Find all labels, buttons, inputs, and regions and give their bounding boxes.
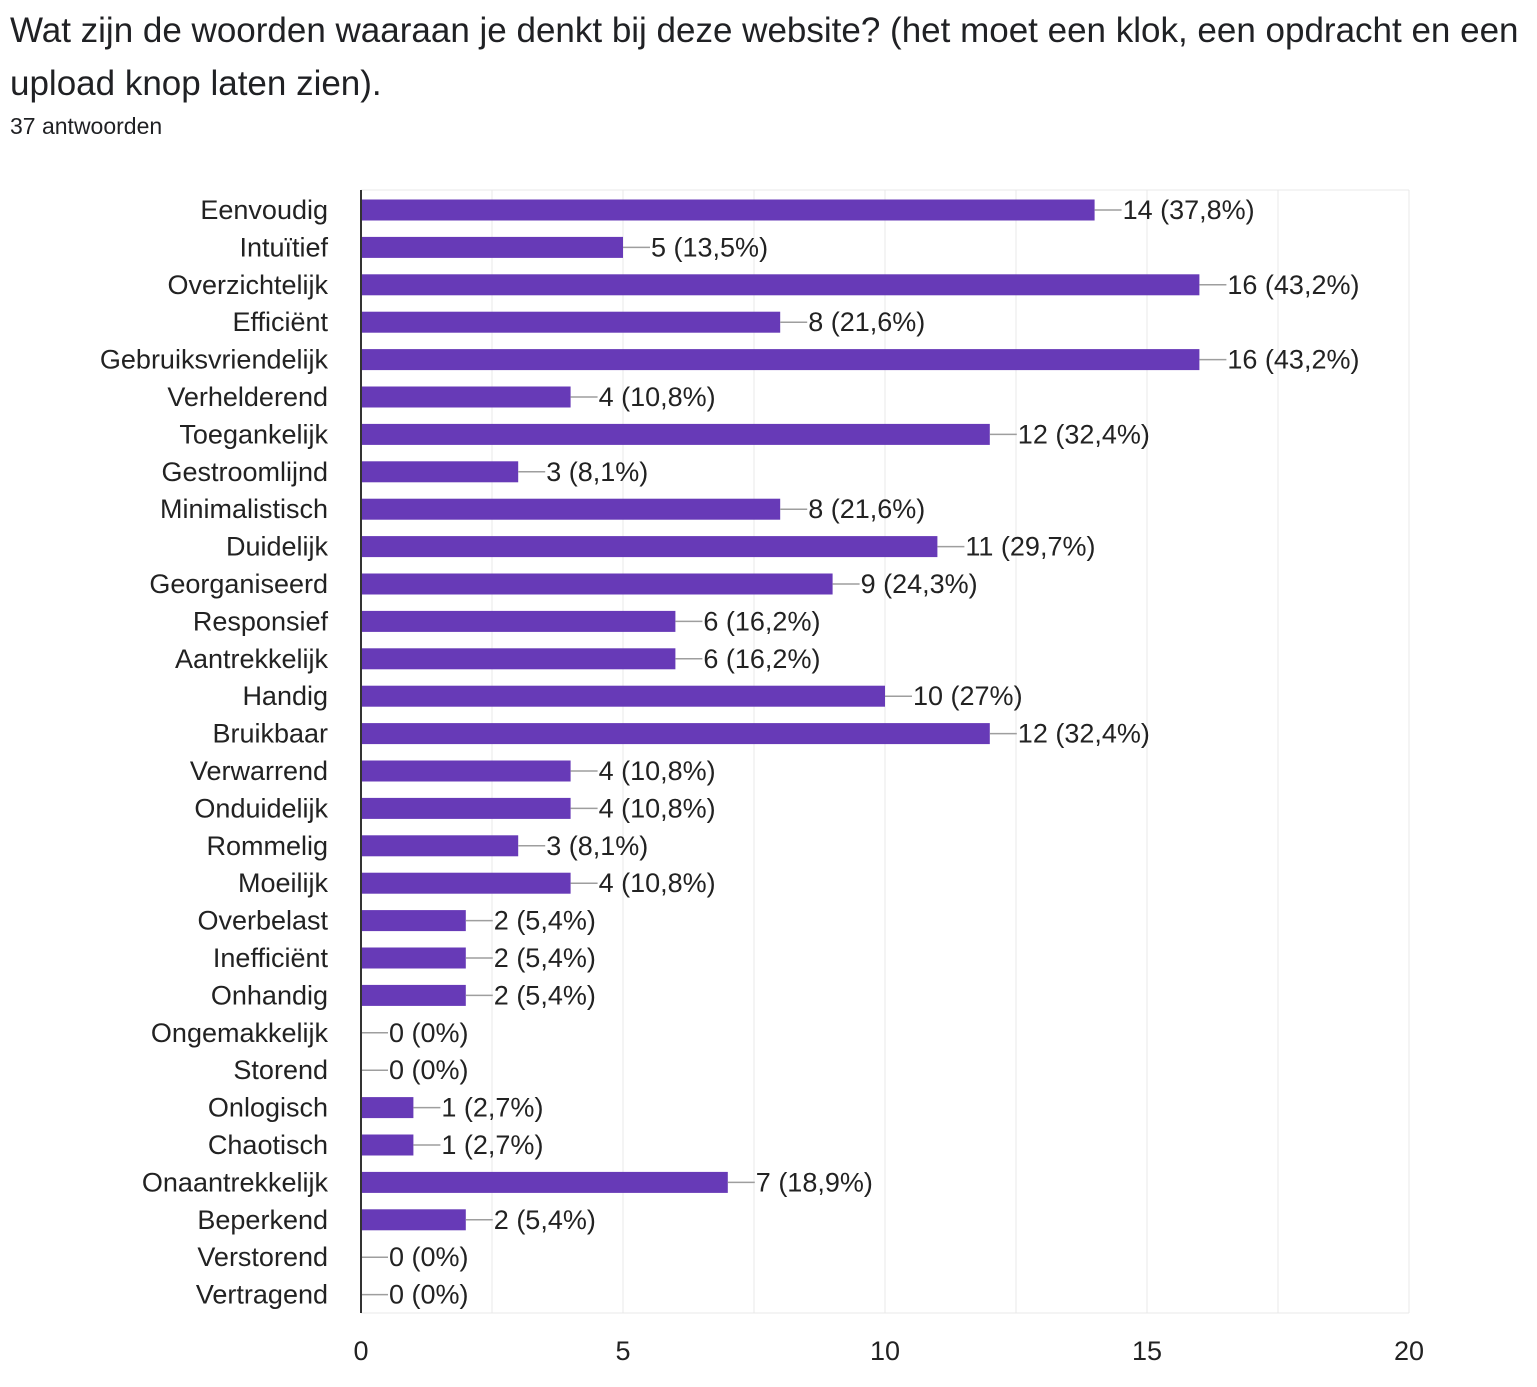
- bar: [361, 1097, 414, 1119]
- data-label: 6 (16,2%): [703, 644, 820, 674]
- bar: [361, 199, 1095, 221]
- category-label: Beperkend: [197, 1205, 328, 1235]
- bar: [361, 274, 1200, 296]
- bar: [361, 610, 676, 632]
- data-label: 6 (16,2%): [703, 606, 820, 636]
- category-label: Storend: [233, 1055, 328, 1085]
- bar: [361, 984, 466, 1006]
- category-label: Ongemakkelijk: [151, 1018, 329, 1048]
- bar: [361, 498, 781, 520]
- bar: [361, 872, 571, 894]
- data-label: 12 (32,4%): [1018, 719, 1150, 749]
- data-label: 1 (2,7%): [441, 1130, 543, 1160]
- bar: [361, 947, 466, 969]
- category-label: Gestroomlijnd: [161, 457, 328, 487]
- category-label: Intuïtief: [239, 232, 328, 262]
- category-label: Onlogisch: [208, 1093, 328, 1123]
- category-label: Verstorend: [197, 1242, 328, 1272]
- data-label: 14 (37,8%): [1123, 195, 1255, 225]
- response-count: 37 antwoorden: [10, 113, 163, 139]
- category-label: Moeilijk: [238, 868, 329, 898]
- bar: [361, 349, 1200, 371]
- category-label: Verwarrend: [190, 756, 328, 786]
- data-label: 8 (21,6%): [808, 494, 925, 524]
- category-label: Eenvoudig: [200, 195, 328, 225]
- bar: [361, 1171, 728, 1193]
- data-label: 7 (18,9%): [756, 1167, 873, 1197]
- category-label: Handig: [242, 681, 328, 711]
- data-label: 3 (8,1%): [546, 831, 648, 861]
- data-label: 2 (5,4%): [494, 943, 596, 973]
- x-tick-label: 20: [1394, 1336, 1424, 1366]
- category-label: Responsief: [193, 606, 329, 636]
- category-label: Onhandig: [211, 980, 328, 1010]
- category-label: Georganiseerd: [149, 569, 328, 599]
- category-label: Chaotisch: [208, 1130, 328, 1160]
- data-label: 10 (27%): [913, 681, 1023, 711]
- data-label: 16 (43,2%): [1227, 270, 1359, 300]
- category-label: Rommelig: [206, 831, 328, 861]
- category-label: Toegankelijk: [179, 419, 328, 449]
- x-tick-label: 15: [1132, 1336, 1162, 1366]
- category-label: Onaantrekkelijk: [142, 1167, 329, 1197]
- bar: [361, 423, 990, 445]
- bar: [361, 685, 885, 707]
- data-label: 2 (5,4%): [494, 980, 596, 1010]
- data-label: 11 (29,7%): [965, 532, 1095, 562]
- bar: [361, 648, 676, 670]
- category-label: Onduidelijk: [194, 793, 328, 823]
- data-label: 2 (5,4%): [494, 906, 596, 936]
- data-label: 2 (5,4%): [494, 1205, 596, 1235]
- data-label: 0 (0%): [389, 1018, 469, 1048]
- bar: [361, 723, 990, 745]
- x-tick-label: 10: [870, 1336, 900, 1366]
- data-label: 4 (10,8%): [599, 868, 716, 898]
- category-label: Inefficiënt: [213, 943, 329, 973]
- data-label: 0 (0%): [389, 1242, 469, 1272]
- bar: [361, 386, 571, 408]
- data-label: 0 (0%): [389, 1280, 469, 1310]
- data-label: 1 (2,7%): [441, 1093, 543, 1123]
- bar: [361, 311, 781, 333]
- category-label: Minimalistisch: [160, 494, 328, 524]
- category-label: Verhelderend: [167, 382, 328, 412]
- category-label: Vertragend: [196, 1280, 328, 1310]
- bar: [361, 1209, 466, 1231]
- bar: [361, 573, 833, 595]
- bar: [361, 536, 938, 558]
- x-tick-label: 0: [353, 1336, 368, 1366]
- data-label: 5 (13,5%): [651, 232, 768, 262]
- data-label: 0 (0%): [389, 1055, 469, 1085]
- bar: [361, 797, 571, 819]
- data-label: 12 (32,4%): [1018, 419, 1150, 449]
- data-label: 3 (8,1%): [546, 457, 648, 487]
- category-label: Duidelijk: [226, 532, 329, 562]
- data-label: 4 (10,8%): [599, 793, 716, 823]
- category-label: Overbelast: [197, 906, 328, 936]
- data-label: 4 (10,8%): [599, 382, 716, 412]
- category-label: Gebruiksvriendelijk: [100, 345, 329, 375]
- bar: [361, 1134, 414, 1156]
- question-title: Wat zijn de woorden waaraan je denkt bij…: [10, 11, 1519, 103]
- bar: [361, 461, 519, 483]
- bar: [361, 236, 623, 258]
- category-label: Aantrekkelijk: [175, 644, 329, 674]
- bar: [361, 910, 466, 932]
- data-label: 4 (10,8%): [599, 756, 716, 786]
- bar: [361, 760, 571, 782]
- data-label: 8 (21,6%): [808, 307, 925, 337]
- x-tick-label: 5: [615, 1336, 630, 1366]
- category-label: Bruikbaar: [212, 719, 328, 749]
- bar: [361, 835, 519, 857]
- category-label: Overzichtelijk: [167, 270, 328, 300]
- category-label: Efficiënt: [232, 307, 328, 337]
- data-label: 16 (43,2%): [1227, 345, 1359, 375]
- data-label: 9 (24,3%): [861, 569, 978, 599]
